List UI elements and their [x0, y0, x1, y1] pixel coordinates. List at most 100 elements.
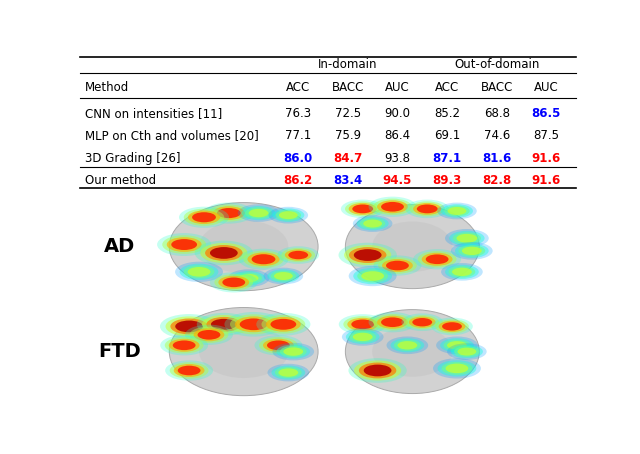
Ellipse shape [199, 325, 288, 378]
Circle shape [359, 363, 396, 379]
Ellipse shape [372, 222, 452, 272]
Circle shape [353, 268, 392, 284]
Circle shape [405, 315, 439, 329]
Circle shape [267, 340, 290, 350]
Circle shape [179, 207, 229, 228]
Circle shape [212, 206, 245, 220]
Circle shape [180, 264, 218, 280]
Circle shape [356, 217, 388, 230]
Circle shape [266, 317, 301, 332]
Circle shape [377, 200, 408, 213]
Circle shape [210, 272, 258, 292]
Circle shape [458, 348, 476, 355]
Circle shape [342, 328, 383, 345]
Circle shape [273, 343, 314, 360]
Circle shape [349, 247, 387, 263]
Text: Our method: Our method [85, 174, 156, 187]
Circle shape [232, 271, 266, 285]
Text: 87.1: 87.1 [433, 152, 461, 165]
Circle shape [441, 204, 473, 218]
Circle shape [440, 338, 474, 352]
Circle shape [364, 220, 382, 227]
Circle shape [282, 248, 315, 262]
Circle shape [381, 317, 404, 327]
Circle shape [192, 212, 216, 222]
Circle shape [173, 364, 205, 377]
Text: ACC: ACC [435, 81, 459, 94]
Circle shape [157, 233, 211, 256]
Circle shape [445, 364, 468, 373]
Circle shape [445, 229, 489, 247]
Circle shape [382, 259, 413, 272]
Circle shape [235, 316, 273, 332]
Circle shape [218, 276, 249, 289]
Circle shape [162, 235, 206, 254]
Circle shape [438, 360, 476, 376]
Text: Out-of-domain: Out-of-domain [454, 59, 540, 71]
Circle shape [204, 202, 254, 224]
Circle shape [458, 245, 485, 257]
Ellipse shape [346, 205, 479, 289]
Circle shape [209, 204, 249, 222]
Text: 81.6: 81.6 [482, 152, 511, 165]
Circle shape [346, 330, 380, 344]
Circle shape [436, 336, 478, 354]
Circle shape [349, 331, 376, 343]
Circle shape [378, 257, 417, 274]
Circle shape [447, 341, 467, 350]
Circle shape [447, 343, 486, 360]
Circle shape [280, 346, 307, 357]
Circle shape [447, 207, 467, 215]
Text: 87.5: 87.5 [533, 129, 559, 142]
Circle shape [361, 271, 384, 281]
Circle shape [442, 362, 472, 375]
Circle shape [451, 345, 483, 358]
Text: 83.4: 83.4 [333, 174, 362, 187]
Text: 90.0: 90.0 [385, 107, 410, 120]
Circle shape [245, 207, 272, 219]
Circle shape [205, 245, 243, 261]
Text: 76.3: 76.3 [285, 107, 311, 120]
Text: ACC: ACC [286, 81, 310, 94]
Circle shape [228, 269, 269, 287]
Circle shape [433, 358, 481, 379]
Circle shape [173, 340, 196, 350]
Circle shape [237, 204, 280, 222]
Circle shape [184, 265, 214, 278]
Text: 93.8: 93.8 [385, 152, 410, 165]
Circle shape [264, 268, 303, 284]
Text: 82.8: 82.8 [482, 174, 511, 187]
Circle shape [279, 211, 298, 219]
Circle shape [259, 337, 298, 354]
Circle shape [387, 336, 428, 354]
Circle shape [349, 203, 377, 215]
Circle shape [198, 330, 220, 340]
Text: 75.9: 75.9 [335, 129, 361, 142]
Circle shape [441, 263, 483, 281]
Circle shape [394, 340, 420, 351]
Circle shape [339, 243, 397, 267]
Text: AUC: AUC [385, 81, 410, 94]
Circle shape [453, 232, 481, 244]
Circle shape [193, 328, 225, 341]
Circle shape [455, 244, 489, 258]
Circle shape [210, 247, 237, 259]
Text: AUC: AUC [534, 81, 559, 94]
Circle shape [369, 197, 417, 217]
Circle shape [437, 202, 477, 219]
Circle shape [386, 261, 409, 271]
Circle shape [189, 326, 228, 343]
Text: 86.4: 86.4 [385, 129, 410, 142]
Circle shape [172, 239, 197, 250]
Circle shape [426, 254, 449, 264]
Text: CNN on intensities [11]: CNN on intensities [11] [85, 107, 222, 120]
Circle shape [239, 249, 289, 270]
Text: 91.6: 91.6 [532, 152, 561, 165]
Circle shape [276, 345, 310, 359]
Text: 74.6: 74.6 [483, 129, 510, 142]
Circle shape [271, 271, 296, 281]
Text: 77.1: 77.1 [285, 129, 312, 142]
Circle shape [195, 241, 253, 265]
Circle shape [397, 341, 417, 350]
Circle shape [236, 272, 262, 284]
